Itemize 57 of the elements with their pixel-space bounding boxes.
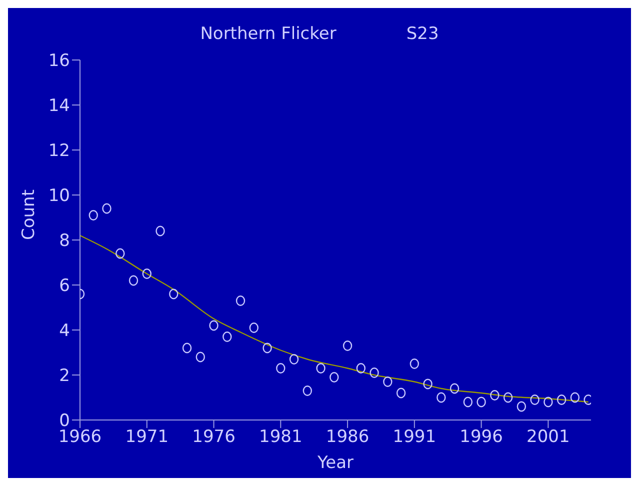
- point: [570, 392, 580, 403]
- point: [423, 378, 432, 390]
- point: [330, 372, 339, 382]
- chart-subtitle: S23: [406, 24, 439, 44]
- point: [396, 388, 406, 398]
- chart-title: Northern Flicker: [200, 24, 336, 44]
- y-axis-title: Count: [19, 189, 40, 240]
- y-tick-label: 16: [48, 51, 70, 72]
- point: [289, 354, 299, 364]
- point: [383, 376, 392, 387]
- point: [463, 396, 473, 408]
- x-tick-label: 1971: [125, 427, 169, 448]
- y-tick-label: 8: [59, 231, 70, 252]
- point: [370, 368, 379, 378]
- point: [516, 401, 526, 412]
- x-tick-label: 1976: [192, 427, 236, 448]
- point: [142, 268, 152, 279]
- point: [476, 396, 486, 408]
- x-tick-label: 2001: [526, 427, 570, 448]
- y-tick-label: 2: [59, 366, 70, 386]
- point: [88, 210, 98, 220]
- point: [262, 342, 272, 354]
- y-tick-label: 10: [48, 186, 70, 206]
- y-tick-label: 12: [48, 141, 70, 162]
- x-tick-label: 1996: [460, 427, 503, 448]
- point: [276, 363, 286, 374]
- point: [196, 352, 205, 362]
- x-axis-title: Year: [316, 453, 354, 473]
- point: [410, 358, 420, 369]
- point: [102, 203, 112, 214]
- point: [128, 275, 138, 286]
- point: [236, 296, 246, 306]
- x-tick-label: 1966: [58, 427, 102, 448]
- point: [436, 392, 446, 403]
- point: [156, 226, 165, 236]
- point: [209, 320, 218, 331]
- point: [530, 394, 540, 405]
- point: [169, 288, 178, 300]
- point: [503, 392, 513, 403]
- point: [182, 342, 192, 354]
- point: [490, 390, 500, 400]
- x-tick-label: 1981: [259, 427, 302, 448]
- point: [302, 386, 312, 396]
- y-tick-label: 14: [48, 96, 70, 116]
- point: [249, 322, 258, 333]
- point: [342, 340, 352, 351]
- point: [316, 363, 326, 374]
- y-tick-label: 6: [59, 276, 70, 296]
- point: [222, 332, 232, 342]
- x-tick-label: 1991: [392, 427, 436, 448]
- x-tick-label: 1986: [326, 427, 370, 448]
- point: [116, 248, 125, 259]
- point: [544, 396, 553, 408]
- y-tick-label: 4: [59, 321, 70, 342]
- point: [556, 394, 566, 405]
- point: [450, 383, 460, 394]
- point: [356, 363, 366, 374]
